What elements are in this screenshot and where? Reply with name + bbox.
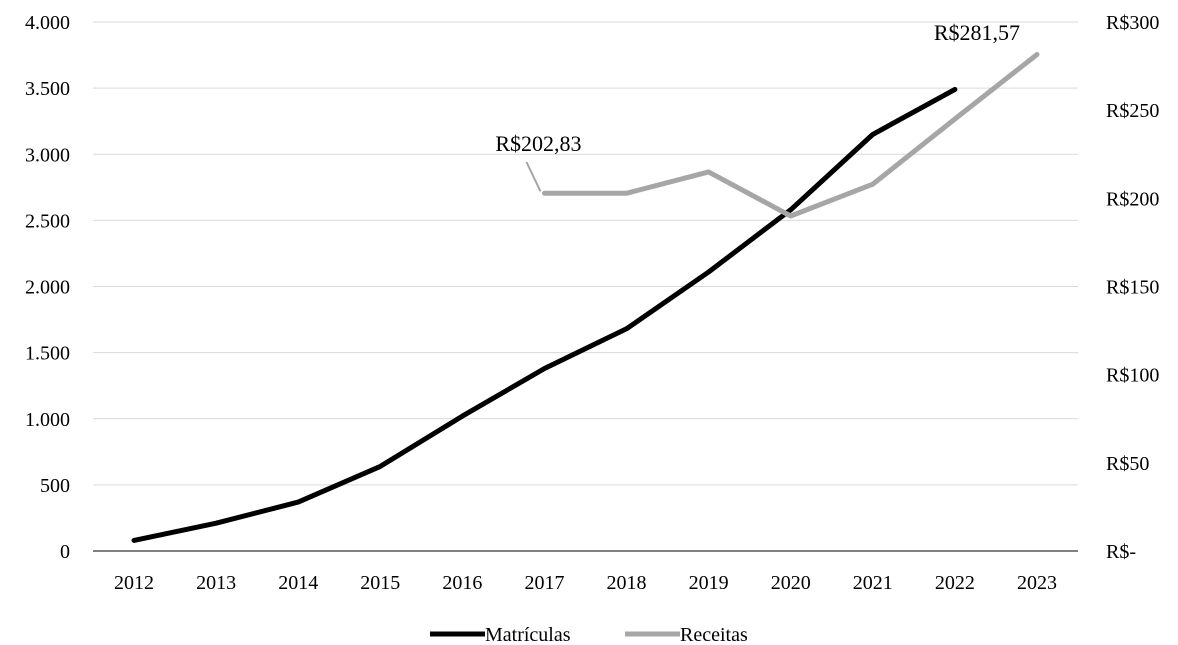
x-tick-label: 2021 (853, 572, 893, 594)
x-tick-label: 2015 (360, 572, 400, 594)
x-tick-label: 2023 (1017, 572, 1057, 594)
right-axis-ticks: R$- R$50 R$100 R$150 R$200 R$250 R$300 (1106, 12, 1159, 563)
x-axis-ticks: 2012 2013 2014 2015 2016 2017 2018 2019 2020 2021… (114, 572, 1057, 594)
left-tick-label: 500 (40, 475, 70, 497)
x-tick-label: 2016 (442, 572, 482, 594)
x-tick-label: 2012 (114, 572, 154, 594)
left-tick-label: 1.000 (25, 409, 70, 431)
gridlines (93, 21, 1078, 486)
right-tick-label: R$250 (1106, 100, 1159, 122)
x-tick-label: 2014 (278, 572, 318, 594)
x-tick-label: 2020 (771, 572, 811, 594)
right-tick-label: R$200 (1106, 188, 1159, 210)
annotation-leader-line (525, 161, 542, 192)
legend: Matrículas Receitas (430, 624, 748, 645)
left-tick-label: 2.000 (25, 277, 70, 299)
x-tick-label: 2019 (689, 572, 729, 594)
left-tick-label: 2.500 (25, 210, 70, 232)
annotation-label: R$202,83 (495, 131, 581, 156)
x-tick-label: 2022 (935, 572, 975, 594)
right-tick-label: R$- (1106, 541, 1136, 563)
legend-label-matriculas: Matrículas (485, 624, 571, 645)
annotations: R$202,83 R$281,57 (495, 20, 1020, 192)
left-tick-label: 4.000 (25, 12, 70, 34)
right-tick-label: R$150 (1106, 277, 1159, 299)
left-tick-label: 3.500 (25, 78, 70, 100)
right-tick-label: R$100 (1106, 365, 1159, 387)
x-tick-label: 2013 (196, 572, 236, 594)
legend-label-receitas: Receitas (680, 624, 748, 645)
right-tick-label: R$50 (1106, 453, 1149, 475)
series-lines (131, 52, 1040, 543)
left-tick-label: 1.500 (25, 343, 70, 365)
series-line-matriculas (131, 86, 958, 543)
left-tick-label: 0 (60, 541, 70, 563)
annotation-label: R$281,57 (934, 20, 1020, 45)
x-tick-label: 2017 (524, 572, 564, 594)
right-tick-label: R$300 (1106, 12, 1159, 34)
left-tick-label: 3.000 (25, 144, 70, 166)
series-line-receitas (542, 52, 1040, 219)
x-tick-label: 2018 (607, 572, 647, 594)
left-axis-ticks: 0 500 1.000 1.500 2.000 2.500 3.000 3.500 4.000 (25, 12, 70, 563)
